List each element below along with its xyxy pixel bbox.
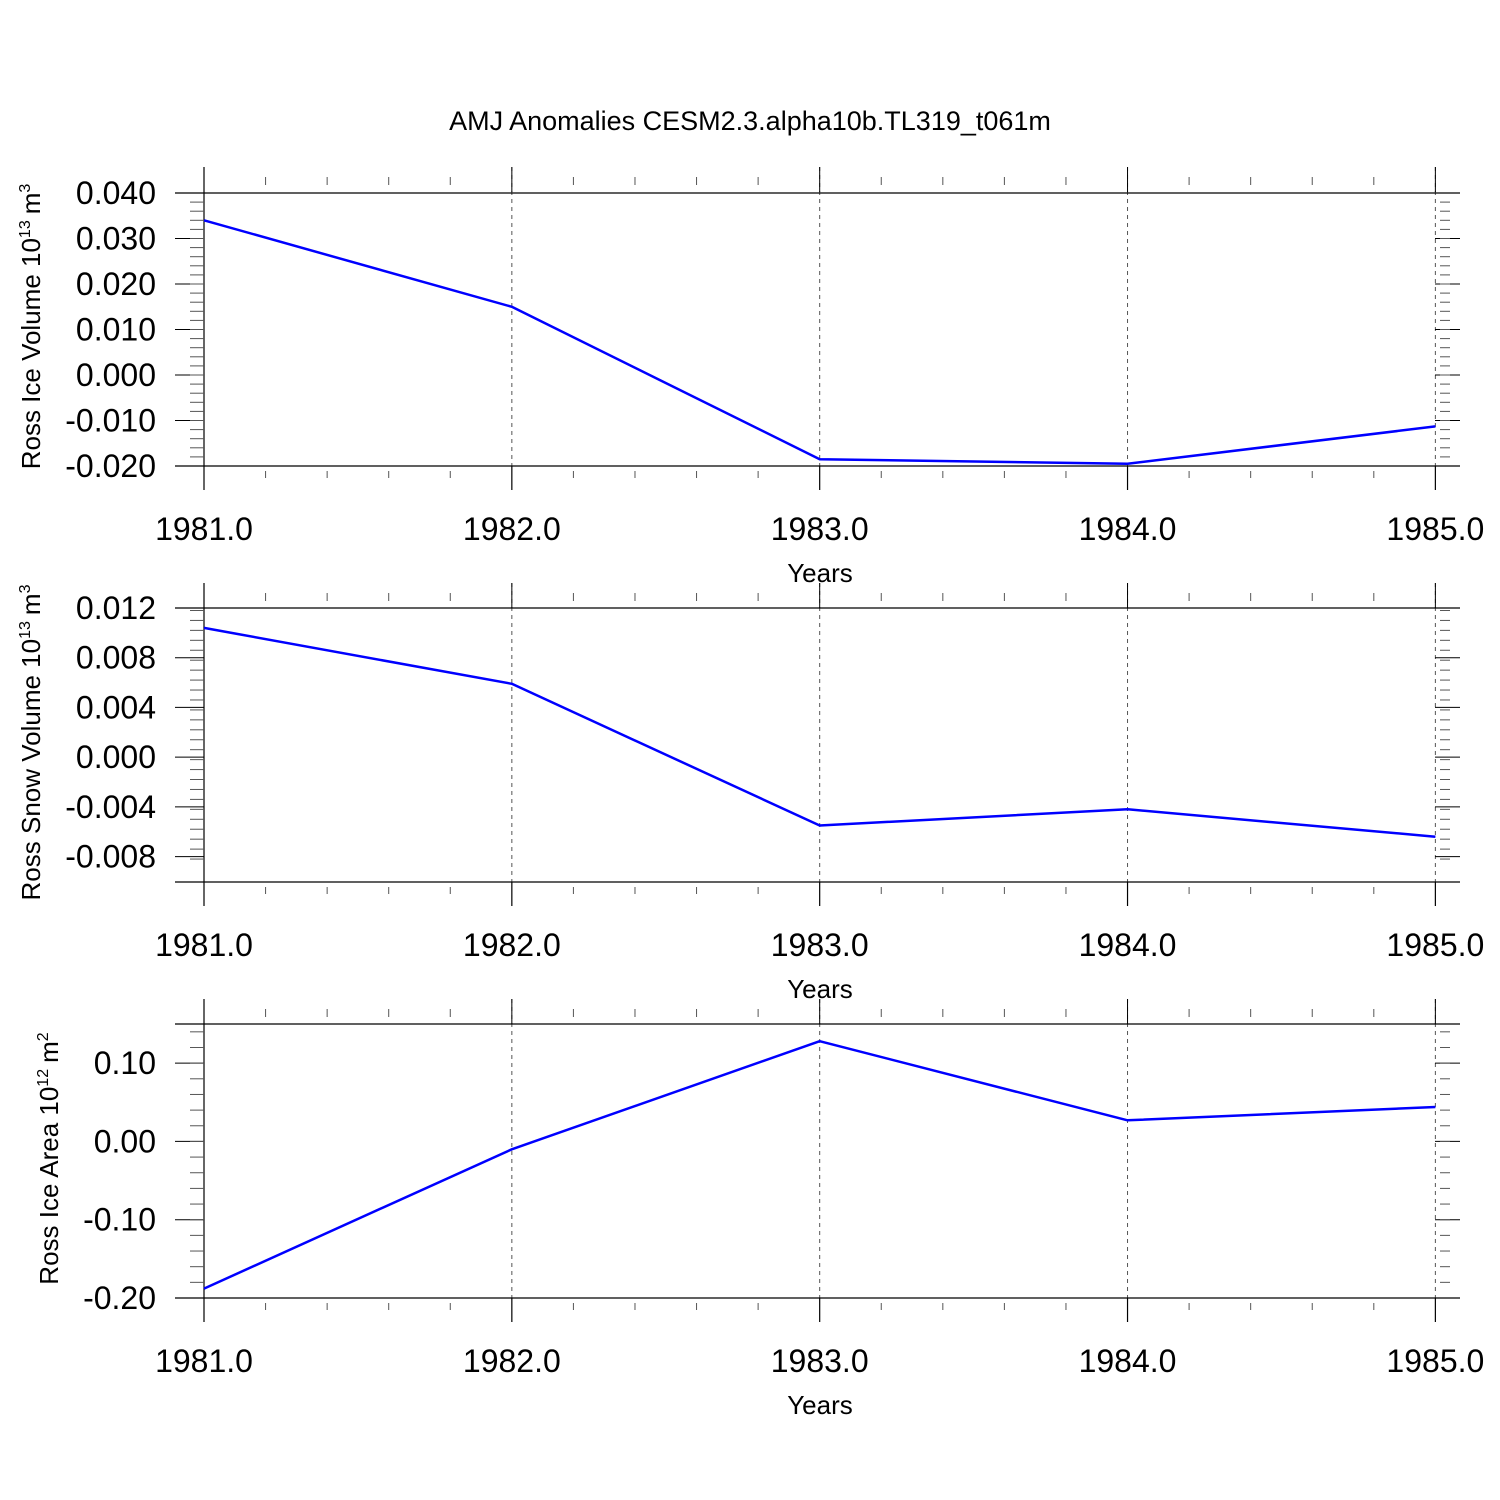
y-tick-label: -0.10	[83, 1202, 156, 1238]
y-axis-label-unit-exponent: 2	[35, 1032, 52, 1041]
series-line-1	[203, 626, 1436, 838]
y-tick-label: 0.004	[76, 689, 156, 725]
y-tick-label: 0.000	[76, 357, 156, 393]
x-tick-label: 1985.0	[1386, 511, 1484, 547]
y-axis-label-exponent: 13	[17, 220, 34, 238]
y-tick-label: -0.020	[65, 448, 156, 484]
y-tick-label: -0.20	[83, 1280, 156, 1316]
y-axis-label-exponent: 13	[17, 621, 34, 639]
y-axis-label-unit-exponent: 3	[17, 584, 34, 593]
series-line-1	[203, 1039, 1436, 1290]
y-tick-label: -0.004	[65, 789, 156, 825]
y-axis-label: Ross Ice Volume 1013 m3	[16, 184, 46, 470]
series-line-1	[203, 219, 1436, 465]
x-tick-label: 1983.0	[771, 511, 869, 547]
x-tick-label: 1981.0	[155, 511, 253, 547]
x-tick-label: 1981.0	[155, 1343, 253, 1379]
x-tick-label: 1981.0	[155, 927, 253, 963]
y-tick-label: 0.000	[76, 739, 156, 775]
x-tick-label: 1985.0	[1386, 1343, 1484, 1379]
x-axis-label: Years	[787, 1390, 853, 1420]
x-tick-label: 1983.0	[771, 927, 869, 963]
y-axis-label-text: Ross Ice Volume 10	[16, 238, 46, 469]
y-axis-label-unit-exponent: 3	[17, 184, 34, 193]
y-tick-label: -0.008	[65, 839, 156, 875]
x-tick-label: 1982.0	[463, 511, 561, 547]
x-tick-label: 1983.0	[771, 1343, 869, 1379]
y-tick-label: 0.00	[94, 1123, 156, 1159]
y-tick-label: 0.010	[76, 312, 156, 348]
y-axis-label-text: Ross Ice Area 10	[34, 1087, 64, 1285]
x-tick-label: 1985.0	[1386, 927, 1484, 963]
chart-panel-2: 1981.0 1982.0 1983.0 1984.0 1985.0 0.012 0.008…	[16, 583, 1484, 1004]
y-axis-label-unit: m	[16, 593, 46, 615]
y-tick-label: 0.040	[76, 175, 156, 211]
x-tick-label: 1984.0	[1079, 511, 1177, 547]
y-tick-label: 0.012	[76, 590, 156, 626]
y-axis-label-unit: m	[16, 193, 46, 215]
y-axis-label: Ross Snow Volume 1013 m3	[16, 584, 46, 900]
x-tick-label: 1982.0	[463, 927, 561, 963]
chart-panel-1: 1981.0 1982.0 1983.0 1984.0 1985.0 0.040 0.030…	[16, 167, 1484, 588]
y-axis-label: Ross Ice Area 1012 m2	[34, 1032, 64, 1284]
x-tick-label: 1984.0	[1079, 1343, 1177, 1379]
panels: 1981.0 1982.0 1983.0 1984.0 1985.0 0.040 0.030…	[16, 167, 1484, 1420]
y-axis-label-exponent: 12	[35, 1069, 52, 1087]
y-tick-label: 0.020	[76, 266, 156, 302]
chart-panel-3: 1981.0 1982.0 1983.0 1984.0 1985.0 0.10 0.00 -0…	[34, 999, 1484, 1420]
y-tick-label: 0.030	[76, 221, 156, 257]
y-axis-label-text: Ross Snow Volume 10	[16, 639, 46, 901]
y-tick-label: -0.010	[65, 403, 156, 439]
y-tick-label: 0.008	[76, 640, 156, 676]
x-tick-label: 1982.0	[463, 1343, 561, 1379]
y-axis-label-unit: m	[34, 1041, 64, 1063]
y-tick-label: 0.10	[94, 1045, 156, 1081]
x-tick-label: 1984.0	[1079, 927, 1177, 963]
figure-title: AMJ Anomalies CESM2.3.alpha10b.TL319_t06…	[449, 106, 1051, 136]
